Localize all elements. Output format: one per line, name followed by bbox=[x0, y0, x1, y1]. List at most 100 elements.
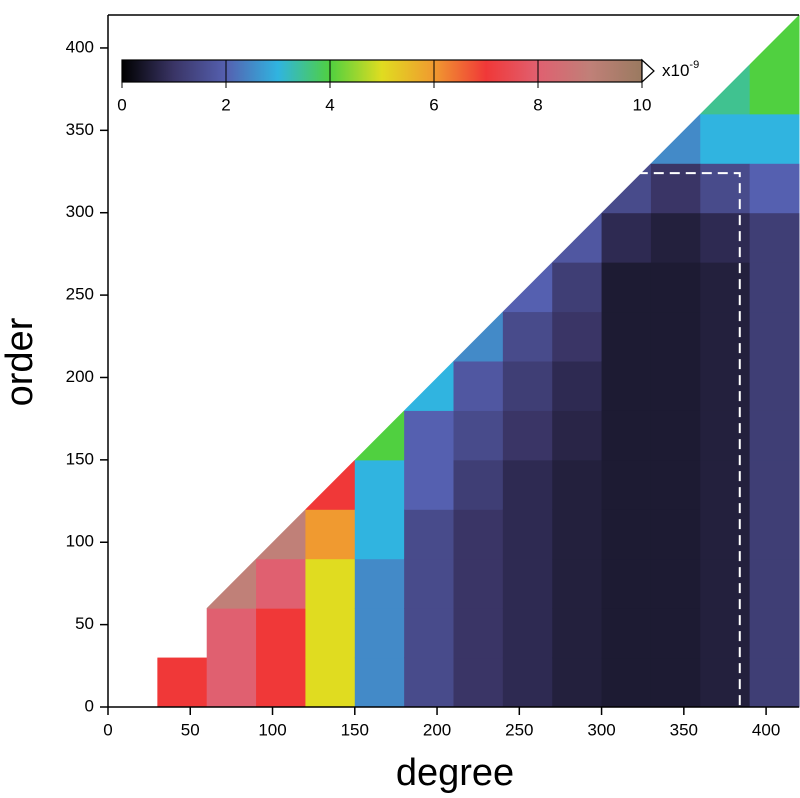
heatmap-cell bbox=[305, 608, 356, 659]
heatmap-cell bbox=[552, 509, 603, 560]
heatmap-cell bbox=[650, 608, 701, 659]
heatmap-cell bbox=[404, 459, 454, 510]
colorbar-unit-base: x10 bbox=[662, 61, 689, 80]
heatmap-cell bbox=[552, 558, 603, 609]
x-tick-label: 50 bbox=[181, 720, 200, 739]
heatmap-cell bbox=[749, 113, 800, 164]
heatmap-cell bbox=[650, 509, 701, 560]
x-tick-label: 250 bbox=[505, 720, 533, 739]
heatmap-cell bbox=[700, 558, 751, 609]
heatmap-cell bbox=[749, 459, 800, 510]
colorbar-tick-label: 0 bbox=[117, 95, 126, 114]
heatmap-cell bbox=[601, 410, 652, 461]
annotation-line bbox=[637, 172, 741, 707]
y-tick-label: 0 bbox=[85, 696, 94, 715]
heatmap-cell bbox=[404, 509, 454, 560]
heatmap-cell bbox=[749, 410, 800, 461]
heatmap-cell bbox=[453, 608, 504, 659]
heatmap-cell bbox=[404, 410, 454, 461]
heatmap-cell bbox=[305, 657, 356, 708]
heatmap-cell bbox=[650, 410, 701, 461]
heatmap-cell bbox=[354, 509, 405, 560]
colorbar-tick-label: 8 bbox=[533, 95, 542, 114]
heatmap-cell bbox=[453, 459, 504, 510]
heatmap-cell bbox=[453, 509, 504, 560]
y-axis-title: order bbox=[0, 317, 41, 406]
heatmap-cell bbox=[552, 459, 603, 510]
y-tick-label: 300 bbox=[66, 202, 94, 221]
heatmap-cell bbox=[552, 410, 603, 461]
x-tick-label: 0 bbox=[103, 720, 112, 739]
colorbar-tick-label: 10 bbox=[633, 95, 652, 114]
y-tick-label: 400 bbox=[66, 37, 94, 56]
colorbar-tick-label: 6 bbox=[429, 95, 438, 114]
heatmap-cell bbox=[502, 361, 553, 411]
heatmap-cell bbox=[404, 657, 454, 708]
heatmap-cell bbox=[552, 657, 603, 708]
heatmap-cell bbox=[256, 657, 306, 708]
heatmap-cell bbox=[157, 657, 208, 708]
y-tick-label: 250 bbox=[66, 285, 94, 304]
heatmap-cell bbox=[206, 657, 257, 708]
x-tick-label: 300 bbox=[587, 720, 615, 739]
colorbar-unit-exponent: -9 bbox=[689, 59, 699, 71]
heatmap-cell bbox=[601, 608, 652, 659]
y-tick-label: 50 bbox=[75, 614, 94, 633]
heatmap-cell bbox=[601, 361, 652, 411]
heatmap-cell bbox=[601, 558, 652, 609]
heatmap-cell bbox=[256, 558, 306, 609]
heatmap-cell bbox=[700, 657, 751, 708]
heatmap-cell bbox=[354, 657, 405, 708]
heatmap-cell bbox=[206, 608, 257, 659]
heatmap-cell bbox=[700, 459, 751, 510]
heatmap-cell bbox=[601, 459, 652, 510]
heatmap-cell bbox=[700, 361, 751, 411]
heatmap-cell bbox=[601, 509, 652, 560]
x-tick-label: 100 bbox=[258, 720, 286, 739]
heatmap-cell bbox=[749, 64, 800, 115]
heatmap-cell bbox=[502, 410, 553, 461]
heatmap-cell bbox=[404, 558, 454, 609]
heatmap-cell bbox=[552, 608, 603, 659]
heatmap-cell bbox=[502, 459, 553, 510]
heatmap-cell bbox=[700, 163, 751, 214]
heatmap-cell bbox=[256, 608, 306, 659]
heatmap-cell bbox=[453, 558, 504, 609]
heatmap-cell bbox=[552, 311, 603, 362]
y-tick-label: 150 bbox=[66, 449, 94, 468]
heatmap-cell bbox=[749, 361, 800, 411]
heatmap-cell bbox=[749, 509, 800, 560]
colorbar-unit: x10-9 bbox=[662, 59, 699, 81]
heatmap-cell bbox=[502, 558, 553, 609]
heatmap-cell bbox=[700, 608, 751, 659]
heatmap-cell bbox=[700, 262, 751, 313]
colorbar-tick-label: 4 bbox=[325, 95, 334, 114]
x-tick-label: 150 bbox=[341, 720, 369, 739]
x-tick-label: 350 bbox=[670, 720, 698, 739]
triangle-mask bbox=[108, 15, 799, 707]
heatmap-cell bbox=[700, 509, 751, 560]
heatmap-cell bbox=[601, 311, 652, 362]
heatmap-cell bbox=[650, 311, 701, 362]
heatmap-cell bbox=[700, 311, 751, 362]
heatmap-cell bbox=[354, 558, 405, 609]
y-tick-label: 100 bbox=[66, 532, 94, 551]
y-tick-label: 350 bbox=[66, 120, 94, 139]
heatmap-cell bbox=[453, 410, 504, 461]
heatmap-cell bbox=[601, 262, 652, 313]
heatmap-cell bbox=[650, 212, 701, 263]
x-tick-label: 400 bbox=[752, 720, 780, 739]
heatmap-cell bbox=[700, 212, 751, 263]
heatmap-cell bbox=[700, 410, 751, 461]
colorbar-tick-label: 2 bbox=[221, 95, 230, 114]
heatmap-cell bbox=[502, 608, 553, 659]
heatmap-cell bbox=[502, 657, 553, 708]
heatmap bbox=[157, 15, 800, 708]
heatmap-cell bbox=[700, 113, 751, 164]
heatmap-cell bbox=[354, 608, 405, 659]
heatmap-cell bbox=[354, 459, 405, 510]
heatmap-cell bbox=[305, 509, 356, 560]
heatmap-cell bbox=[453, 361, 504, 411]
heatmap-cell bbox=[749, 558, 800, 609]
heatmap-cell bbox=[552, 262, 603, 313]
